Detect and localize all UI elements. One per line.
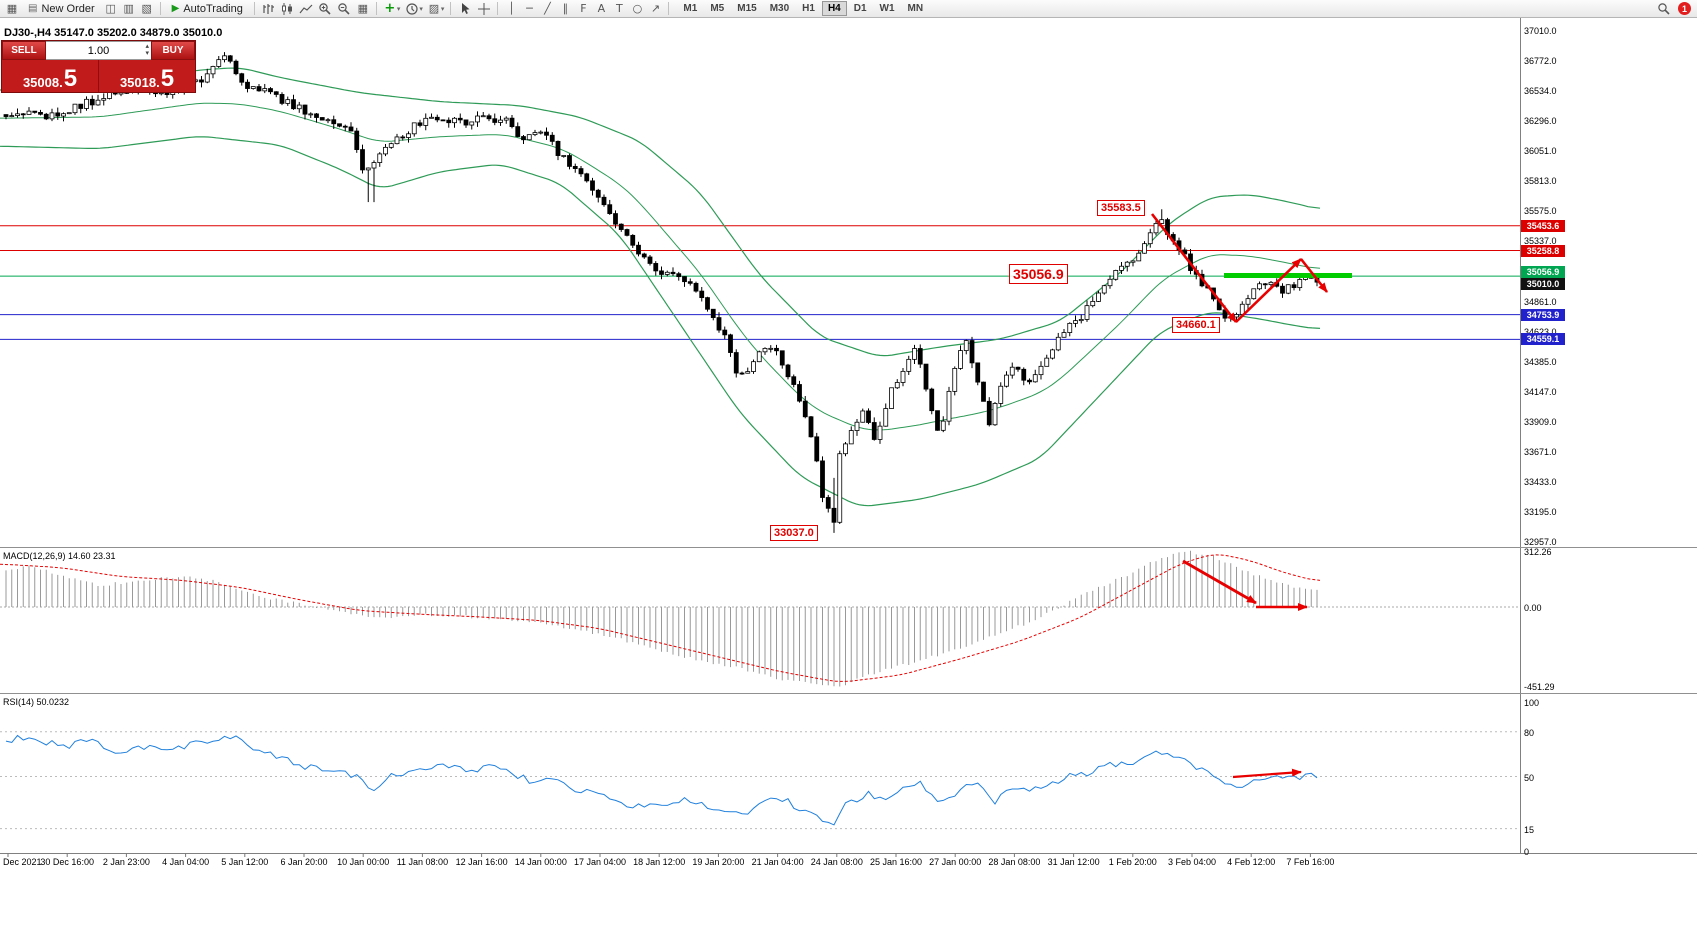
indicators-dropdown-icon[interactable]: ▾ [396,5,401,13]
channel-tool-icon[interactable]: ∥ [562,2,569,15]
order-form-icon: ▤ [28,3,38,14]
indicator-gridlines [0,606,1520,830]
toolbar-separator [375,2,377,15]
candles-layer [3,52,1320,533]
toolbar-separator [497,2,499,15]
trendline-tool-icon[interactable]: ╱ [544,2,551,15]
zoom-in-icon[interactable] [316,1,335,17]
buy-button[interactable]: BUY [151,41,195,60]
toolbar-separator [450,2,452,15]
crosshair-icon[interactable] [474,1,493,17]
horizontal-price-lines [0,225,1520,340]
autotrading-label: AutoTrading [183,2,243,15]
trend-arrow[interactable] [1150,213,1238,323]
sell-button[interactable]: SELL [2,41,46,60]
templates-icon[interactable]: ▨ [428,2,440,15]
bollinger-bands-layer [0,67,1321,507]
trend-arrow[interactable] [1299,258,1329,293]
trend-arrow[interactable] [1235,258,1302,323]
autotrading-button[interactable]: ▶ AutoTrading [165,1,250,17]
macd-indicator-label: MACD(12,26,9) 14.60 23.31 [3,551,116,561]
text-label-tool-icon[interactable]: T [616,2,623,15]
profiles-icon[interactable]: ▥ [123,2,134,15]
scripts-icon[interactable]: ▧ [141,2,152,15]
bar-chart-icon[interactable] [259,1,278,17]
toolbar: ▦ ▤ New Order ◫ ▥ ▧ ▶ AutoTrading ▦ [0,0,1697,18]
rsi-indicator-label: RSI(14) 50.0232 [3,697,70,707]
arrow-tool-icon[interactable]: ↗ [650,2,661,15]
macd-trend-arrow[interactable] [1182,559,1257,605]
sell-price-big-digit: 5 [63,64,78,92]
toolbar-separator [668,2,670,15]
periods-dropdown-icon[interactable]: ▾ [419,5,423,13]
autotrading-play-icon: ▶ [171,3,180,14]
new-order-button[interactable]: ▤ New Order [21,1,102,17]
one-click-top-row: SELL 1.00 ▴ ▾ BUY [2,41,195,60]
timeframe-button-h1[interactable]: H1 [796,1,821,16]
buy-price-button[interactable]: 35018. 5 [98,60,195,92]
rsi-layer [5,734,1318,826]
timeframe-button-d1[interactable]: D1 [848,1,873,16]
periods-clock-icon[interactable] [402,1,421,17]
zoom-out-icon[interactable] [335,1,354,17]
notification-badge[interactable]: 1 [1678,2,1691,15]
symbol-ohlc-info: DJ30-,H4 35147.0 35202.0 34879.0 35010.0 [4,27,223,39]
spinner-down-icon[interactable]: ▾ [145,50,149,57]
templates-dropdown-icon[interactable]: ▾ [440,5,445,13]
horizontal-line-tool-icon[interactable]: ─ [526,2,533,15]
buy-price-big-digit: 5 [160,64,175,92]
one-click-trading-panel: SELL 1.00 ▴ ▾ BUY 35008. 5 35018. 5 [1,40,196,93]
shapes-tool-icon[interactable]: ○ [632,2,643,15]
buy-price-main: 35018. [119,75,160,90]
timeframe-group: M1 M5 M15 M30 H1 H4 D1 W1 MN [677,1,929,16]
volume-input[interactable]: 1.00 ▴ ▾ [46,41,151,60]
axis-frame [0,18,1697,857]
volume-spinner[interactable]: ▴ ▾ [145,43,149,57]
trend-arrows-layer [1150,213,1329,779]
text-tool-icon[interactable]: A [597,2,606,15]
toolbar-separator [159,2,161,15]
new-chart-icon[interactable]: ▦ [6,2,18,15]
search-icon[interactable] [1654,1,1673,17]
timeframe-button-m1[interactable]: M1 [677,1,703,16]
vertical-line-tool-icon[interactable]: │ [508,2,515,15]
toolbar-separator [253,2,255,15]
charts-grid-icon[interactable]: ◫ [105,2,116,15]
volume-value: 1.00 [87,44,110,57]
one-click-prices-row: 35008. 5 35018. 5 [2,60,195,92]
timeframe-button-m30[interactable]: M30 [764,1,795,16]
toolbar-right-cluster: 1 [1654,1,1694,17]
sell-price-button[interactable]: 35008. 5 [2,60,98,92]
timeframe-button-h4[interactable]: H4 [821,1,847,16]
sell-price-main: 35008. [22,75,63,90]
tile-windows-icon[interactable]: ▦ [357,2,369,15]
timeframe-button-m15[interactable]: M15 [731,1,762,16]
line-chart-icon[interactable] [297,1,316,17]
macd-layer [0,550,1321,687]
candlestick-chart-icon[interactable] [278,1,297,17]
cursor-icon[interactable] [455,1,474,17]
spinner-up-icon[interactable]: ▴ [145,43,149,50]
rsi-trend-arrow[interactable] [1232,768,1302,779]
timeframe-button-w1[interactable]: W1 [874,1,901,16]
fibonacci-tool-icon[interactable]: F [580,2,587,15]
indicators-icon[interactable]: + [384,1,396,16]
timeframe-button-mn[interactable]: MN [902,1,930,16]
timeframe-button-m5[interactable]: M5 [704,1,730,16]
new-order-label: New Order [41,2,95,15]
